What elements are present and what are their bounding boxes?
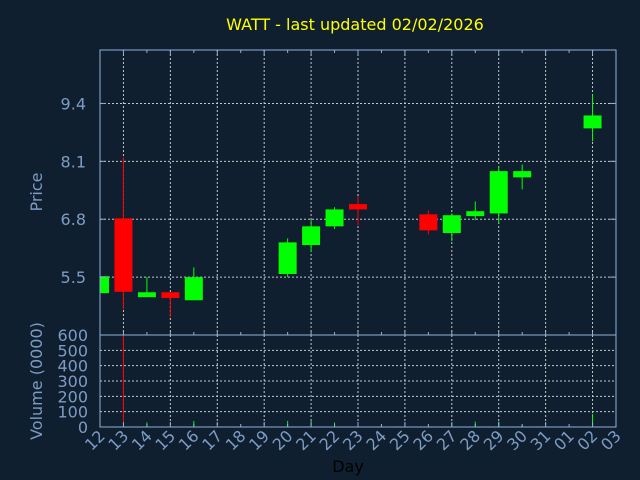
candle-down [419,214,438,231]
price-tick-label: 5.5 [61,268,86,287]
tick-labels: 5.56.88.19.40100200300400500600121314151… [57,94,624,454]
candle-up [302,226,321,246]
volume-tick-label: 0 [78,418,88,437]
volume-tick-label: 100 [57,403,88,422]
chart-title: WATT - last updated 02/02/2026 [226,15,484,34]
volume-axis-label: Volume (0000) [27,322,46,440]
volume-tick-label: 400 [57,357,88,376]
price-tick-label: 8.1 [61,152,86,171]
price-tick-label: 6.8 [61,210,86,229]
candle-up [489,171,508,214]
candle-up [100,276,109,294]
x-axis-label: Day [332,457,364,476]
candle-down [349,204,367,210]
price-axis-label: Price [27,172,46,211]
volume-tick-label: 600 [57,326,88,345]
candles [100,94,602,318]
x-tick-label: 03 [597,426,625,454]
candle-up [325,209,344,227]
price-tick-label: 9.4 [61,94,86,113]
candle-down [161,292,180,299]
volume-tick-label: 200 [57,387,88,406]
grid [100,50,616,427]
candle-up [466,211,485,217]
candle-up [583,115,602,129]
candle-down [114,218,133,292]
candle-up [137,292,156,298]
volume-tick-label: 300 [57,372,88,391]
axes [99,49,617,428]
candle-up [184,277,203,301]
candle-up [513,171,532,178]
candle-up [442,215,461,234]
volume-tick-label: 500 [57,341,88,360]
candle-up [278,242,297,274]
